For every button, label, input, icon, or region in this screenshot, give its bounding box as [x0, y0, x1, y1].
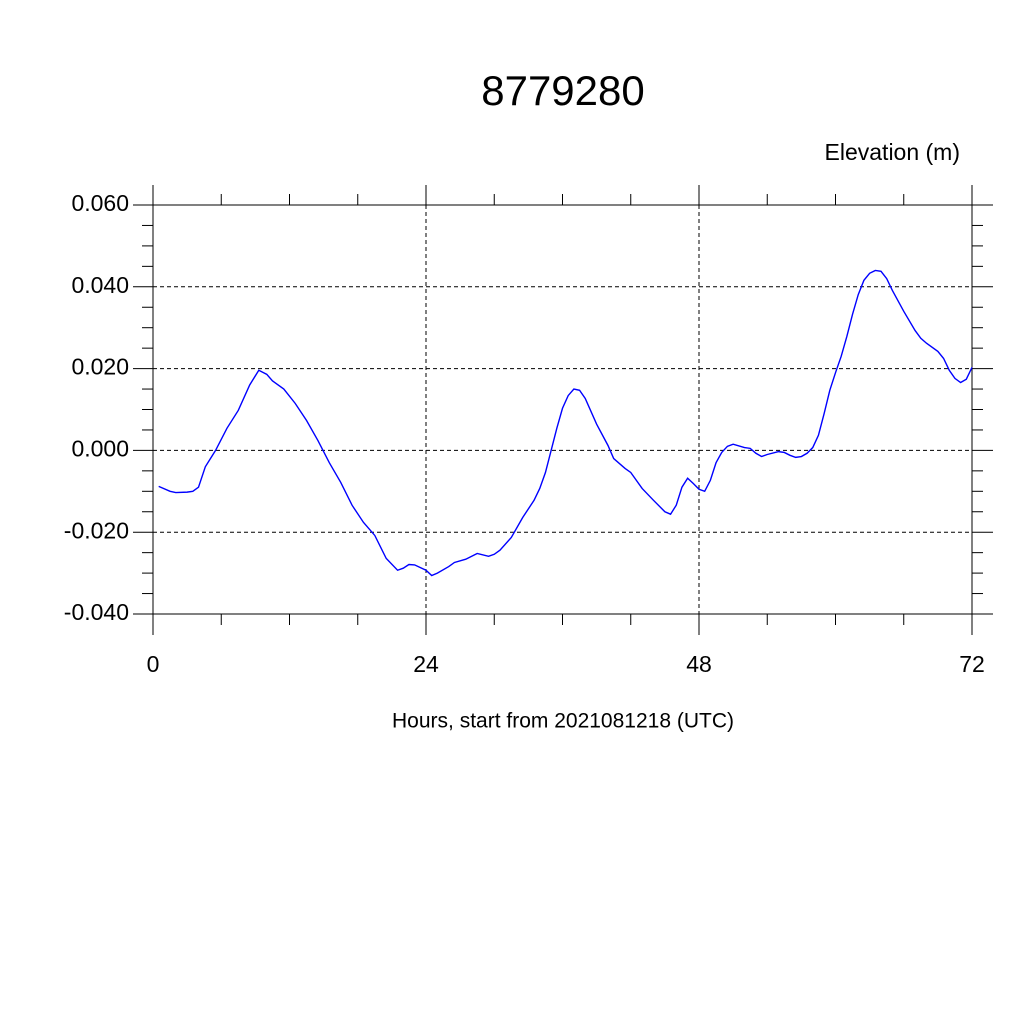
chart-title: 8779280: [481, 67, 645, 114]
x-tick-label: 48: [686, 651, 712, 677]
x-tick-label: 72: [959, 651, 985, 677]
y-tick-label: -0.020: [64, 517, 129, 543]
y-tick-label: 0.000: [71, 435, 129, 461]
x-axis-label: Hours, start from 2021081218 (UTC): [392, 710, 734, 733]
data-line: [158, 269, 973, 577]
y-tick-label: 0.040: [71, 272, 129, 298]
y-tick-label: 0.020: [71, 354, 129, 380]
plot-frame: [152, 204, 973, 615]
x-tick-label: 0: [147, 651, 160, 677]
y-tick-label: 0.060: [71, 190, 129, 216]
x-tick-label: 24: [413, 651, 439, 677]
y-tick-label: -0.040: [64, 599, 129, 625]
subtitle: Elevation (m): [825, 139, 960, 165]
